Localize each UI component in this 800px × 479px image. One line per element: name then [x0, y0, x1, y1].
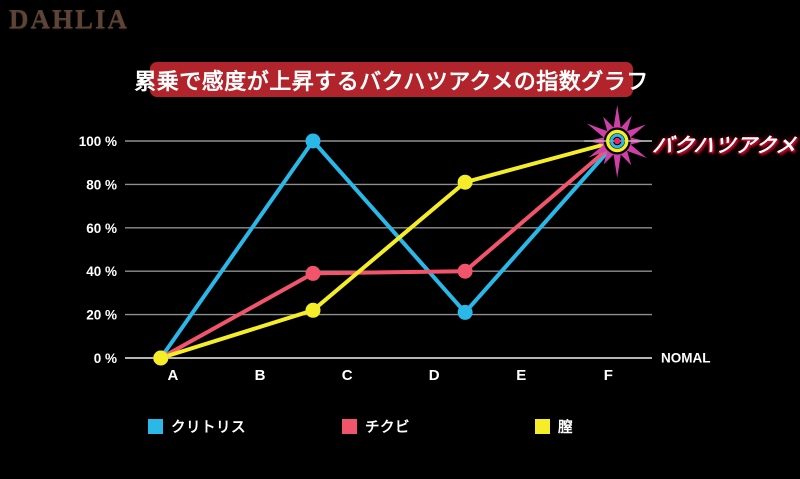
legend-swatch-red	[342, 419, 357, 434]
x-tick-label: D	[429, 367, 440, 384]
series-line-1	[158, 139, 620, 360]
chart-title: 累乗で感度が上昇するバクハツアクメの指数グラフ	[134, 68, 649, 94]
data-point-s1-2	[457, 263, 473, 279]
legend-label: クリトリス	[171, 420, 246, 436]
legend-item-clitoris: クリトリス	[148, 416, 246, 437]
burst-center-dot	[614, 137, 621, 145]
legend-item-nipple: チクビ	[342, 416, 410, 437]
series-line-0	[158, 139, 620, 360]
data-point-s2-2	[457, 174, 473, 190]
x-tick-label: B	[255, 367, 266, 384]
data-point-s2-1	[305, 302, 321, 318]
legend-swatch-cyan	[148, 419, 163, 434]
x-tick-label: A	[168, 367, 179, 384]
y-tick-label: 40 %	[86, 264, 117, 279]
legend-label: 膣	[558, 420, 573, 436]
data-point-s2-0	[153, 350, 169, 366]
legend-item-vagina: 膣	[535, 416, 573, 437]
y-tick-label: 80 %	[86, 177, 117, 192]
brand-logo: DAHLIA	[9, 4, 130, 34]
y-tick-label: 60 %	[86, 221, 117, 236]
chart-title-banner: 累乗で感度が上昇するバクハツアクメの指数グラフ	[134, 62, 648, 97]
data-point-s0-1	[305, 133, 321, 149]
x-tick-label: F	[604, 367, 613, 384]
burst-ring-yellow	[606, 129, 629, 153]
data-point-s1-1	[305, 265, 321, 281]
y-tick-label: 0 %	[94, 351, 117, 366]
x-tick-label: E	[516, 367, 526, 384]
right-axis-label: NOMAL	[661, 351, 711, 366]
legend-swatch-yellow	[535, 419, 550, 434]
y-tick-label: 20 %	[86, 308, 117, 323]
data-point-s0-2	[457, 304, 473, 320]
series-line-2	[158, 139, 620, 360]
burst-annotation-label: バクハツアクメ	[651, 135, 799, 157]
legend-label: チクビ	[365, 420, 410, 436]
y-tick-label: 100 %	[79, 134, 117, 149]
chart-legend: クリトリス チクビ 膣	[0, 416, 800, 440]
x-tick-label: C	[342, 367, 353, 384]
burst-ring-cyan	[609, 133, 625, 149]
